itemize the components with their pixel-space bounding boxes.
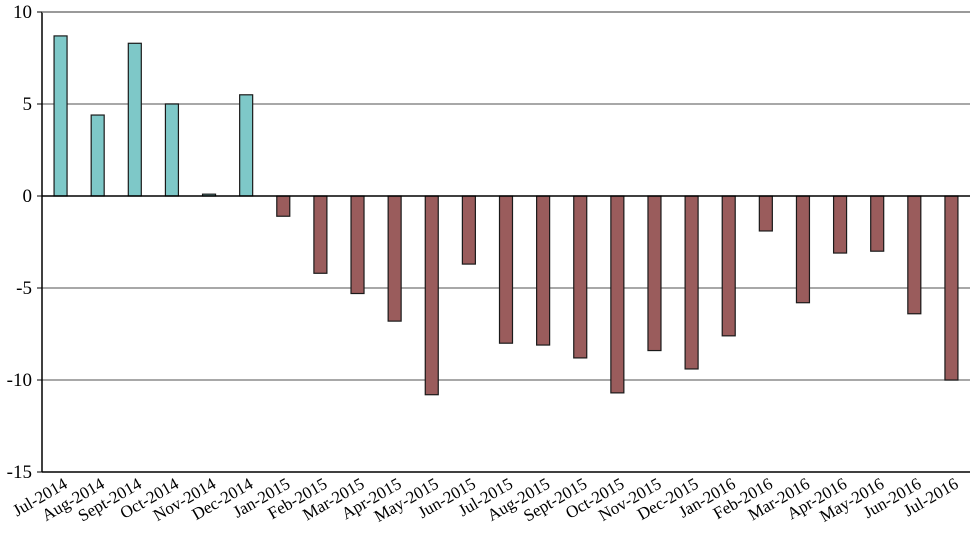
bar-jul-2016	[944, 195, 959, 381]
bar-nov-2015	[647, 195, 662, 352]
y-tick-label: -10	[7, 370, 32, 391]
bar-feb-2015	[313, 195, 328, 274]
y-tick-label: -15	[7, 462, 32, 483]
bar-sept-2014	[127, 42, 142, 197]
bar-jun-2016	[907, 195, 922, 315]
bar-mar-2015	[350, 195, 365, 295]
bar-aug-2015	[536, 195, 551, 346]
bar-jul-2015	[498, 195, 514, 344]
bar-dec-2015	[684, 195, 699, 370]
axes	[37, 11, 970, 473]
bar-sept-2015	[573, 195, 588, 359]
bar-apr-2016	[832, 195, 848, 254]
y-tick-labels: 10 5 0 -5 -10 -15	[7, 2, 32, 483]
bars	[53, 35, 959, 396]
bar-dec-2014	[239, 94, 254, 197]
bar-oct-2015	[610, 195, 625, 394]
y-tick-label: 10	[13, 2, 32, 23]
bar-aug-2014	[90, 114, 105, 197]
bar-jun-2015	[461, 195, 476, 265]
x-tick-labels: Jul-2014Aug-2014Sept-2014Oct-2014Nov-201…	[10, 474, 962, 526]
bar-jan-2015	[276, 195, 291, 217]
y-tick-label: 5	[23, 94, 33, 115]
y-tick-label: -5	[16, 278, 32, 299]
bar-apr-2015	[387, 195, 402, 322]
bar-mar-2016	[795, 195, 811, 304]
bar-jan-2016	[721, 195, 736, 337]
bar-oct-2014	[164, 103, 180, 197]
bar-feb-2016	[758, 195, 773, 232]
bar-jul-2014	[53, 35, 68, 197]
bar-may-2015	[424, 195, 439, 396]
y-tick-label: 0	[23, 186, 33, 207]
bar-may-2016	[870, 195, 885, 252]
